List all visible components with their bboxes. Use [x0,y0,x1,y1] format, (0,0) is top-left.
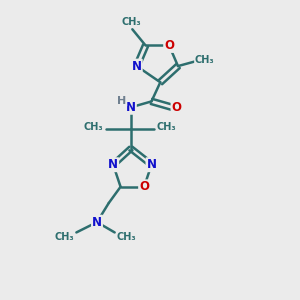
Text: CH₃: CH₃ [84,122,103,132]
Text: N: N [146,158,157,171]
Text: CH₃: CH₃ [117,232,136,242]
Text: CH₃: CH₃ [121,17,141,27]
Text: N: N [132,60,142,73]
Text: O: O [164,39,174,52]
Text: CH₃: CH₃ [55,232,74,242]
Text: CH₃: CH₃ [157,122,177,132]
Text: N: N [126,101,136,114]
Text: H: H [117,96,127,106]
Text: N: N [108,158,118,171]
Text: CH₃: CH₃ [195,55,214,65]
Text: N: N [92,216,102,229]
Text: O: O [172,101,182,114]
Text: O: O [139,180,149,193]
